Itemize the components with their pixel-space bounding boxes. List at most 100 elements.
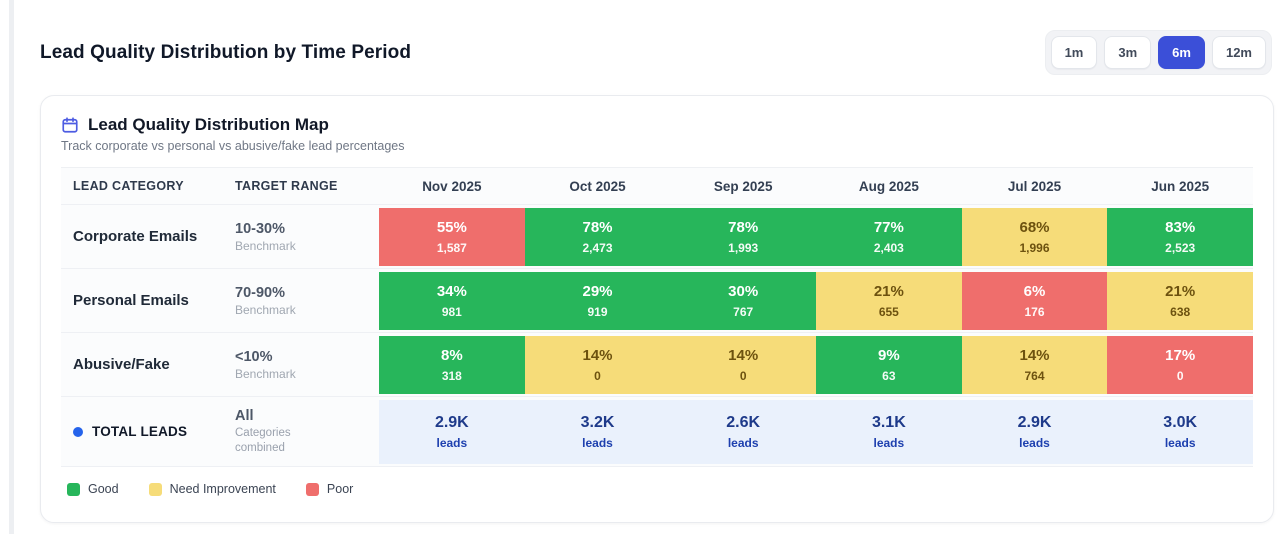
heat-cell: 29% 919: [524, 271, 671, 330]
need-improvement-swatch-icon: [148, 482, 162, 496]
time-filter-group: 1m 3m 6m 12m: [1044, 30, 1272, 75]
target-range-cell: <10% Benchmark: [229, 333, 379, 396]
target-range-value: 10-30%: [235, 220, 285, 237]
cell-count: 2,473: [582, 240, 613, 255]
total-target-sub: Categories combined: [235, 426, 291, 454]
card-title: Lead Quality Distribution Map: [88, 115, 329, 134]
cell-count: 0: [594, 368, 601, 383]
cell-count: 1,996: [1019, 240, 1050, 255]
heat-cell: 14% 0: [670, 335, 817, 394]
page-header: Lead Quality Distribution by Time Period…: [40, 30, 1272, 75]
table-header-row: LEAD CATEGORY TARGET RANGE Nov 2025 Oct …: [61, 168, 1253, 204]
table-row-abusive: Abusive/Fake <10% Benchmark 8% 318 14% 0 1…: [61, 332, 1254, 396]
target-range-value: 70-90%: [235, 284, 285, 301]
total-target-cell: All Categories combined: [229, 397, 379, 466]
header-month-nov: Nov 2025: [422, 178, 482, 194]
cell-percent: 83%: [1165, 218, 1196, 236]
cell-count: 176: [1024, 304, 1045, 319]
cell-count: 767: [733, 304, 754, 319]
time-filter-3m[interactable]: 3m: [1104, 36, 1152, 69]
table-row-personal: Personal Emails 70-90% Benchmark 34% 981 …: [61, 268, 1254, 332]
total-unit: leads: [727, 435, 759, 450]
cell-percent: 77%: [873, 218, 904, 236]
heat-cell: 14% 0: [524, 335, 671, 394]
heat-cell: 77% 2,403: [816, 207, 962, 266]
legend-item-poor: Poor: [305, 482, 354, 496]
blue-dot-icon: [73, 426, 83, 437]
legend-label: Poor: [326, 482, 354, 496]
total-value: 3.2K: [580, 413, 615, 431]
target-range-cell: 10-30% Benchmark: [229, 205, 379, 268]
target-range-sub: Benchmark: [235, 366, 296, 381]
heat-cell: 30% 767: [670, 271, 817, 330]
legend: Good Need Improvement Poor: [61, 482, 1253, 496]
cell-percent: 78%: [582, 218, 613, 236]
total-strip: 2.9K leads 3.2K leads 2.6K leads 3.1K leads …: [379, 399, 1253, 464]
header-month-aug: Aug 2025: [858, 178, 919, 194]
lead-quality-card: Lead Quality Distribution Map Track corp…: [40, 95, 1274, 523]
cell-percent: 29%: [582, 282, 613, 300]
legend-label: Good: [88, 482, 119, 496]
heat-cell: 14% 764: [961, 335, 1108, 394]
cell-count: 0: [1176, 368, 1184, 383]
cell-percent: 68%: [1019, 218, 1050, 236]
total-label-cell: TOTAL LEADS: [61, 397, 229, 466]
cell-percent: 14%: [582, 346, 613, 364]
total-cell: 3.1K leads: [816, 400, 962, 464]
header-lead-category: LEAD CATEGORY: [73, 179, 184, 193]
heat-cell: 17% 0: [1107, 335, 1254, 394]
total-unit: leads: [1164, 435, 1196, 450]
cell-count: 63: [882, 368, 896, 383]
cell-percent: 78%: [728, 218, 759, 236]
row-label: Personal Emails: [73, 292, 189, 309]
total-value: 3.0K: [1163, 413, 1198, 431]
total-label: TOTAL LEADS: [92, 424, 188, 439]
time-filter-1m[interactable]: 1m: [1050, 36, 1098, 69]
cell-percent: 9%: [878, 346, 900, 364]
table-row-corporate: Corporate Emails 10-30% Benchmark 55% 1,5…: [61, 204, 1254, 268]
legend-label: Need Improvement: [169, 482, 276, 496]
heat-cell: 8% 318: [379, 335, 525, 394]
target-range-sub: Benchmark: [235, 302, 296, 317]
row-label: Corporate Emails: [73, 228, 198, 245]
header-target-range: TARGET RANGE: [235, 179, 338, 193]
header-month-jun: Jun 2025: [1151, 178, 1210, 194]
card-subtitle: Track corporate vs personal vs abusive/f…: [61, 139, 405, 153]
header-month-sep: Sep 2025: [713, 178, 773, 194]
heat-cell: 83% 2,523: [1107, 207, 1254, 266]
cell-count: 655: [878, 304, 899, 319]
heat-cell: 55% 1,587: [379, 207, 525, 266]
heat-cell: 21% 655: [816, 271, 962, 330]
total-cell: 3.2K leads: [525, 400, 671, 464]
cell-count: 0: [739, 368, 747, 383]
page-edge-strip: [9, 0, 14, 534]
total-value: 3.1K: [871, 413, 906, 431]
heat-cell: 21% 638: [1107, 271, 1254, 330]
cell-count: 1,993: [728, 240, 759, 255]
cell-count: 638: [1170, 304, 1191, 319]
total-cell: 2.6K leads: [670, 400, 816, 464]
heat-cell: 34% 981: [379, 271, 525, 330]
total-target-value: All: [235, 407, 254, 424]
cell-percent: 55%: [436, 218, 467, 236]
total-value: 2.9K: [434, 413, 469, 431]
cell-percent: 14%: [728, 346, 759, 364]
cell-percent: 17%: [1165, 346, 1196, 364]
cell-percent: 21%: [873, 282, 904, 300]
total-value: 2.6K: [726, 413, 761, 431]
heat-cell: 78% 1,993: [670, 207, 817, 266]
header-month-jul: Jul 2025: [1007, 178, 1062, 194]
cell-count: 318: [441, 368, 462, 383]
card-header: Lead Quality Distribution Map: [61, 115, 1253, 135]
target-range-sub: Benchmark: [235, 238, 296, 253]
time-filter-12m[interactable]: 12m: [1211, 36, 1266, 69]
total-months-area: 2.9K leads 3.2K leads 2.6K leads 3.1K leads …: [379, 397, 1253, 466]
total-unit: leads: [582, 435, 613, 450]
cell-percent: 34%: [436, 282, 467, 300]
time-filter-6m[interactable]: 6m: [1158, 36, 1205, 69]
page-title: Lead Quality Distribution by Time Period: [40, 41, 412, 63]
cell-count: 764: [1024, 368, 1045, 383]
cell-count: 919: [587, 304, 608, 319]
cell-count: 2,523: [1165, 240, 1196, 255]
total-value: 2.9K: [1017, 413, 1052, 431]
